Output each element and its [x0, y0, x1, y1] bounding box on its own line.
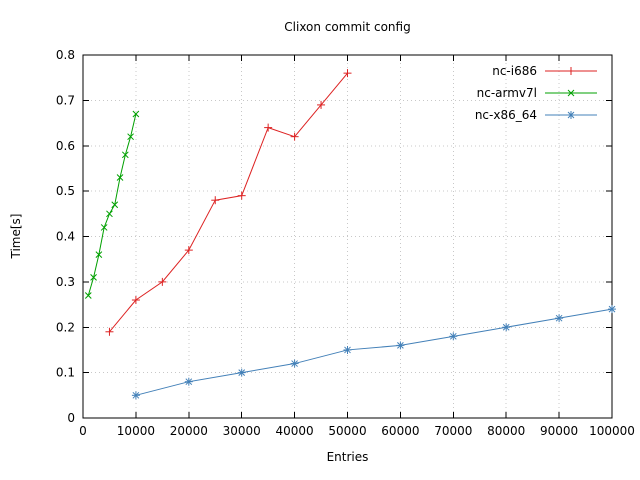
marker-x — [121, 151, 129, 159]
marker-star — [184, 377, 193, 386]
y-tick-label: 0.7 — [56, 93, 75, 107]
x-tick-label: 100000 — [589, 424, 635, 438]
marker-plus — [343, 69, 352, 78]
marker-star — [343, 345, 352, 354]
marker-x — [106, 210, 113, 218]
series-line-nc-i686 — [109, 72, 348, 333]
series-line-nc-armv7l — [87, 113, 137, 296]
marker-star — [237, 368, 246, 377]
x-tick-label: 50000 — [328, 424, 366, 438]
legend-label-nc-x86_64: nc-x86_64 — [475, 108, 537, 122]
chart-title: Clixon commit config — [284, 20, 411, 34]
marker-star — [290, 359, 299, 368]
marker-plus — [317, 100, 326, 109]
marker-plus — [290, 132, 299, 141]
marker-plus — [237, 191, 246, 200]
y-tick-label: 0.5 — [56, 184, 75, 198]
marker-x — [95, 251, 103, 259]
marker-plus — [211, 196, 220, 205]
marker-star — [555, 314, 564, 323]
x-tick-label: 10000 — [117, 424, 155, 438]
y-tick-label: 0.6 — [56, 139, 75, 153]
legend-label-nc-armv7l: nc-armv7l — [477, 86, 537, 100]
marker-x — [111, 201, 119, 209]
y-tick-label: 0.3 — [56, 275, 75, 289]
x-tick-label: 20000 — [170, 424, 208, 438]
y-tick-label: 0.1 — [56, 366, 75, 380]
marker-x — [116, 174, 124, 181]
marker-x — [90, 273, 97, 281]
marker-plus — [105, 327, 114, 336]
x-tick-label: 60000 — [381, 424, 419, 438]
marker-x — [567, 89, 575, 97]
marker-x — [127, 133, 134, 141]
x-tick-label: 0 — [79, 424, 87, 438]
marker-plus — [264, 123, 273, 132]
marker-star — [131, 391, 140, 400]
marker-x — [132, 110, 140, 118]
x-tick-label: 30000 — [223, 424, 261, 438]
x-tick-label: 70000 — [434, 424, 472, 438]
marker-star — [396, 341, 405, 350]
marker-plus — [184, 246, 193, 255]
marker-star — [567, 111, 575, 119]
marker-x — [84, 292, 92, 299]
y-tick-label: 0.2 — [56, 320, 75, 334]
marker-star — [449, 332, 458, 341]
x-tick-label: 80000 — [487, 424, 525, 438]
legend-label-nc-i686: nc-i686 — [492, 64, 537, 78]
marker-plus — [131, 296, 140, 305]
marker-star — [502, 323, 511, 332]
x-tick-label: 40000 — [276, 424, 314, 438]
series-line-nc-x86_64 — [135, 308, 613, 396]
x-tick-label: 90000 — [540, 424, 578, 438]
y-tick-label: 0.8 — [56, 48, 75, 62]
marker-plus — [567, 67, 575, 75]
y-tick-label: 0.4 — [56, 230, 75, 244]
marker-x — [100, 224, 108, 231]
marker-plus — [158, 277, 167, 286]
marker-star — [608, 305, 616, 314]
y-tick-label: 0 — [67, 411, 75, 425]
x-axis-label: Entries — [326, 450, 369, 464]
